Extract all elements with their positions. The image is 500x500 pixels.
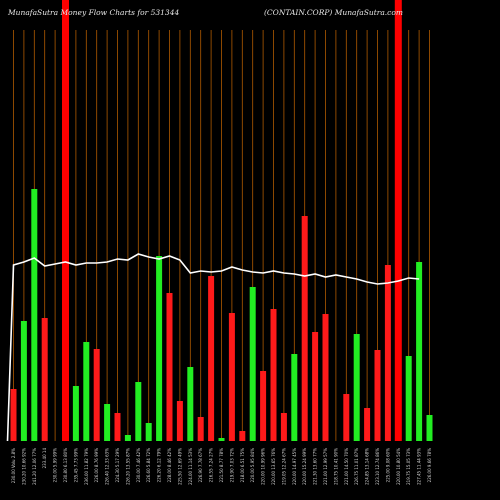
x-tick-label: 230.00 Volu 2.8% xyxy=(11,448,16,483)
x-tick-label: 221.00 12.99 57% xyxy=(323,448,328,485)
highlight-bar xyxy=(62,0,69,441)
bar-down xyxy=(312,332,319,441)
bar-down xyxy=(176,401,183,441)
x-tick-label: 225.50 12.69 49% xyxy=(177,448,182,485)
bar-down xyxy=(280,413,287,441)
x-tick-label: 218.75 10.41 90% xyxy=(333,448,338,485)
bar-down xyxy=(384,265,391,441)
x-tick-label: 230.00 7.46 42% xyxy=(136,448,141,483)
bar-up xyxy=(104,404,111,441)
bar-up xyxy=(416,262,423,441)
x-tick-label: 226.00 9.66 78% xyxy=(427,448,432,483)
bar-up xyxy=(218,438,225,441)
bar-down xyxy=(322,314,329,441)
x-tick-label: 216.55 7.24 27% xyxy=(209,448,214,483)
x-tick-label: 226.40 12.33 63% xyxy=(105,448,110,485)
bar-down xyxy=(197,417,204,441)
bar-down xyxy=(260,371,267,441)
x-tick-label: 241.20 12.06 77% xyxy=(32,448,37,485)
x-tick-label: 230.80 6.13 80% xyxy=(63,448,68,483)
bar-up xyxy=(353,334,360,441)
x-tick-label: 218.00 6.51 75% xyxy=(240,448,245,483)
bar-down xyxy=(41,318,48,441)
grid-lines xyxy=(13,30,430,441)
bar-up xyxy=(187,367,194,441)
chart-title-left: MunafaSutra Money Flow Charts for 531344 xyxy=(7,8,179,17)
bar-up xyxy=(426,415,433,441)
x-tick-label: 235.45 7.73 99% xyxy=(73,448,78,483)
x-tick-label: 219.90 7.03 72% xyxy=(229,448,234,483)
bar-up xyxy=(135,382,142,441)
x-tick-label: 224.85 13.14 68% xyxy=(365,448,370,485)
x-tick-label: 220.00 5.95 84% xyxy=(250,448,255,483)
x-tick-label: 226.20 13.55 87% xyxy=(125,448,130,485)
bar-up xyxy=(156,256,163,441)
highlight-bars xyxy=(62,0,402,441)
bar-down xyxy=(270,309,277,441)
x-tick-label: 233.40 14 xyxy=(42,448,47,469)
bar-up xyxy=(249,287,256,441)
x-tick-label: 220.00 10.80 54% xyxy=(396,448,401,485)
x-tick-label: 220.00 10.99 96% xyxy=(261,448,266,485)
x-tick-label: 223.10 12.74 86% xyxy=(375,448,380,485)
x-tick-label: 226.20 6.12 79% xyxy=(157,448,162,483)
x-tick-label: 226.90 7.78 67% xyxy=(198,448,203,483)
chart-title-right: (CONTAIN.CORP) MunafaSutra.com xyxy=(264,8,403,17)
bar-down xyxy=(343,394,350,441)
bar-down xyxy=(228,313,235,441)
x-tick-labels: 230.00 Volu 2.8% 230.20 10.66 92% 241.20 1… xyxy=(11,448,432,485)
x-tick-label: 224.00 11.14 53% xyxy=(188,448,193,485)
bar-up xyxy=(405,356,412,441)
bar-down xyxy=(374,350,381,441)
bar-up xyxy=(291,354,298,441)
x-tick-label: 226.00 8.76 99% xyxy=(94,448,99,483)
x-tick-label: 226.60 5.84 72% xyxy=(146,448,151,483)
bar-down xyxy=(364,408,371,441)
x-tick-label: 221.50 8.77 78% xyxy=(219,448,224,483)
bar-down xyxy=(93,349,100,441)
price-line xyxy=(6,253,420,442)
bar-down xyxy=(301,216,308,441)
x-tick-label: 219.75 15.05 73% xyxy=(406,448,411,485)
x-tick-label: 220.00 14.97 45% xyxy=(292,448,297,485)
bar-down xyxy=(10,389,17,441)
bar-down xyxy=(166,293,173,441)
bar-up xyxy=(20,321,27,441)
bars-group xyxy=(10,189,433,441)
x-tick-label: 230.20 10.66 92% xyxy=(21,448,26,485)
x-tick-label: 224.30 5.17 29% xyxy=(115,448,120,483)
x-tick-label: 228.00 8.46 42% xyxy=(167,448,172,483)
x-tick-label: 220.00 13.65 76% xyxy=(271,448,276,485)
bar-up xyxy=(83,342,90,441)
bar-up xyxy=(72,386,79,441)
x-tick-label: 220.00 15.24 99% xyxy=(302,448,307,485)
highlight-bar xyxy=(394,0,402,441)
x-tick-label: 236.00 11.82 79% xyxy=(84,448,89,485)
bar-up xyxy=(31,189,38,441)
x-tick-label: 226.75 11.01 87% xyxy=(354,448,359,485)
bar-up xyxy=(145,423,152,441)
x-tick-label: 221.30 13.60 77% xyxy=(313,448,318,485)
bar-down xyxy=(208,276,215,441)
x-tick-label: 225.00 9.08 60% xyxy=(385,448,390,483)
bar-down xyxy=(114,413,121,441)
x-tick-label: 219.05 12.24 67% xyxy=(281,448,286,485)
bar-up xyxy=(124,435,131,441)
x-tick-label: 230.00 5.99 99% xyxy=(53,448,58,483)
x-tick-label: 221.00 14.50 70% xyxy=(344,448,349,485)
bar-down xyxy=(239,431,246,441)
x-tick-label: 227.45 11.44 93% xyxy=(417,448,422,485)
